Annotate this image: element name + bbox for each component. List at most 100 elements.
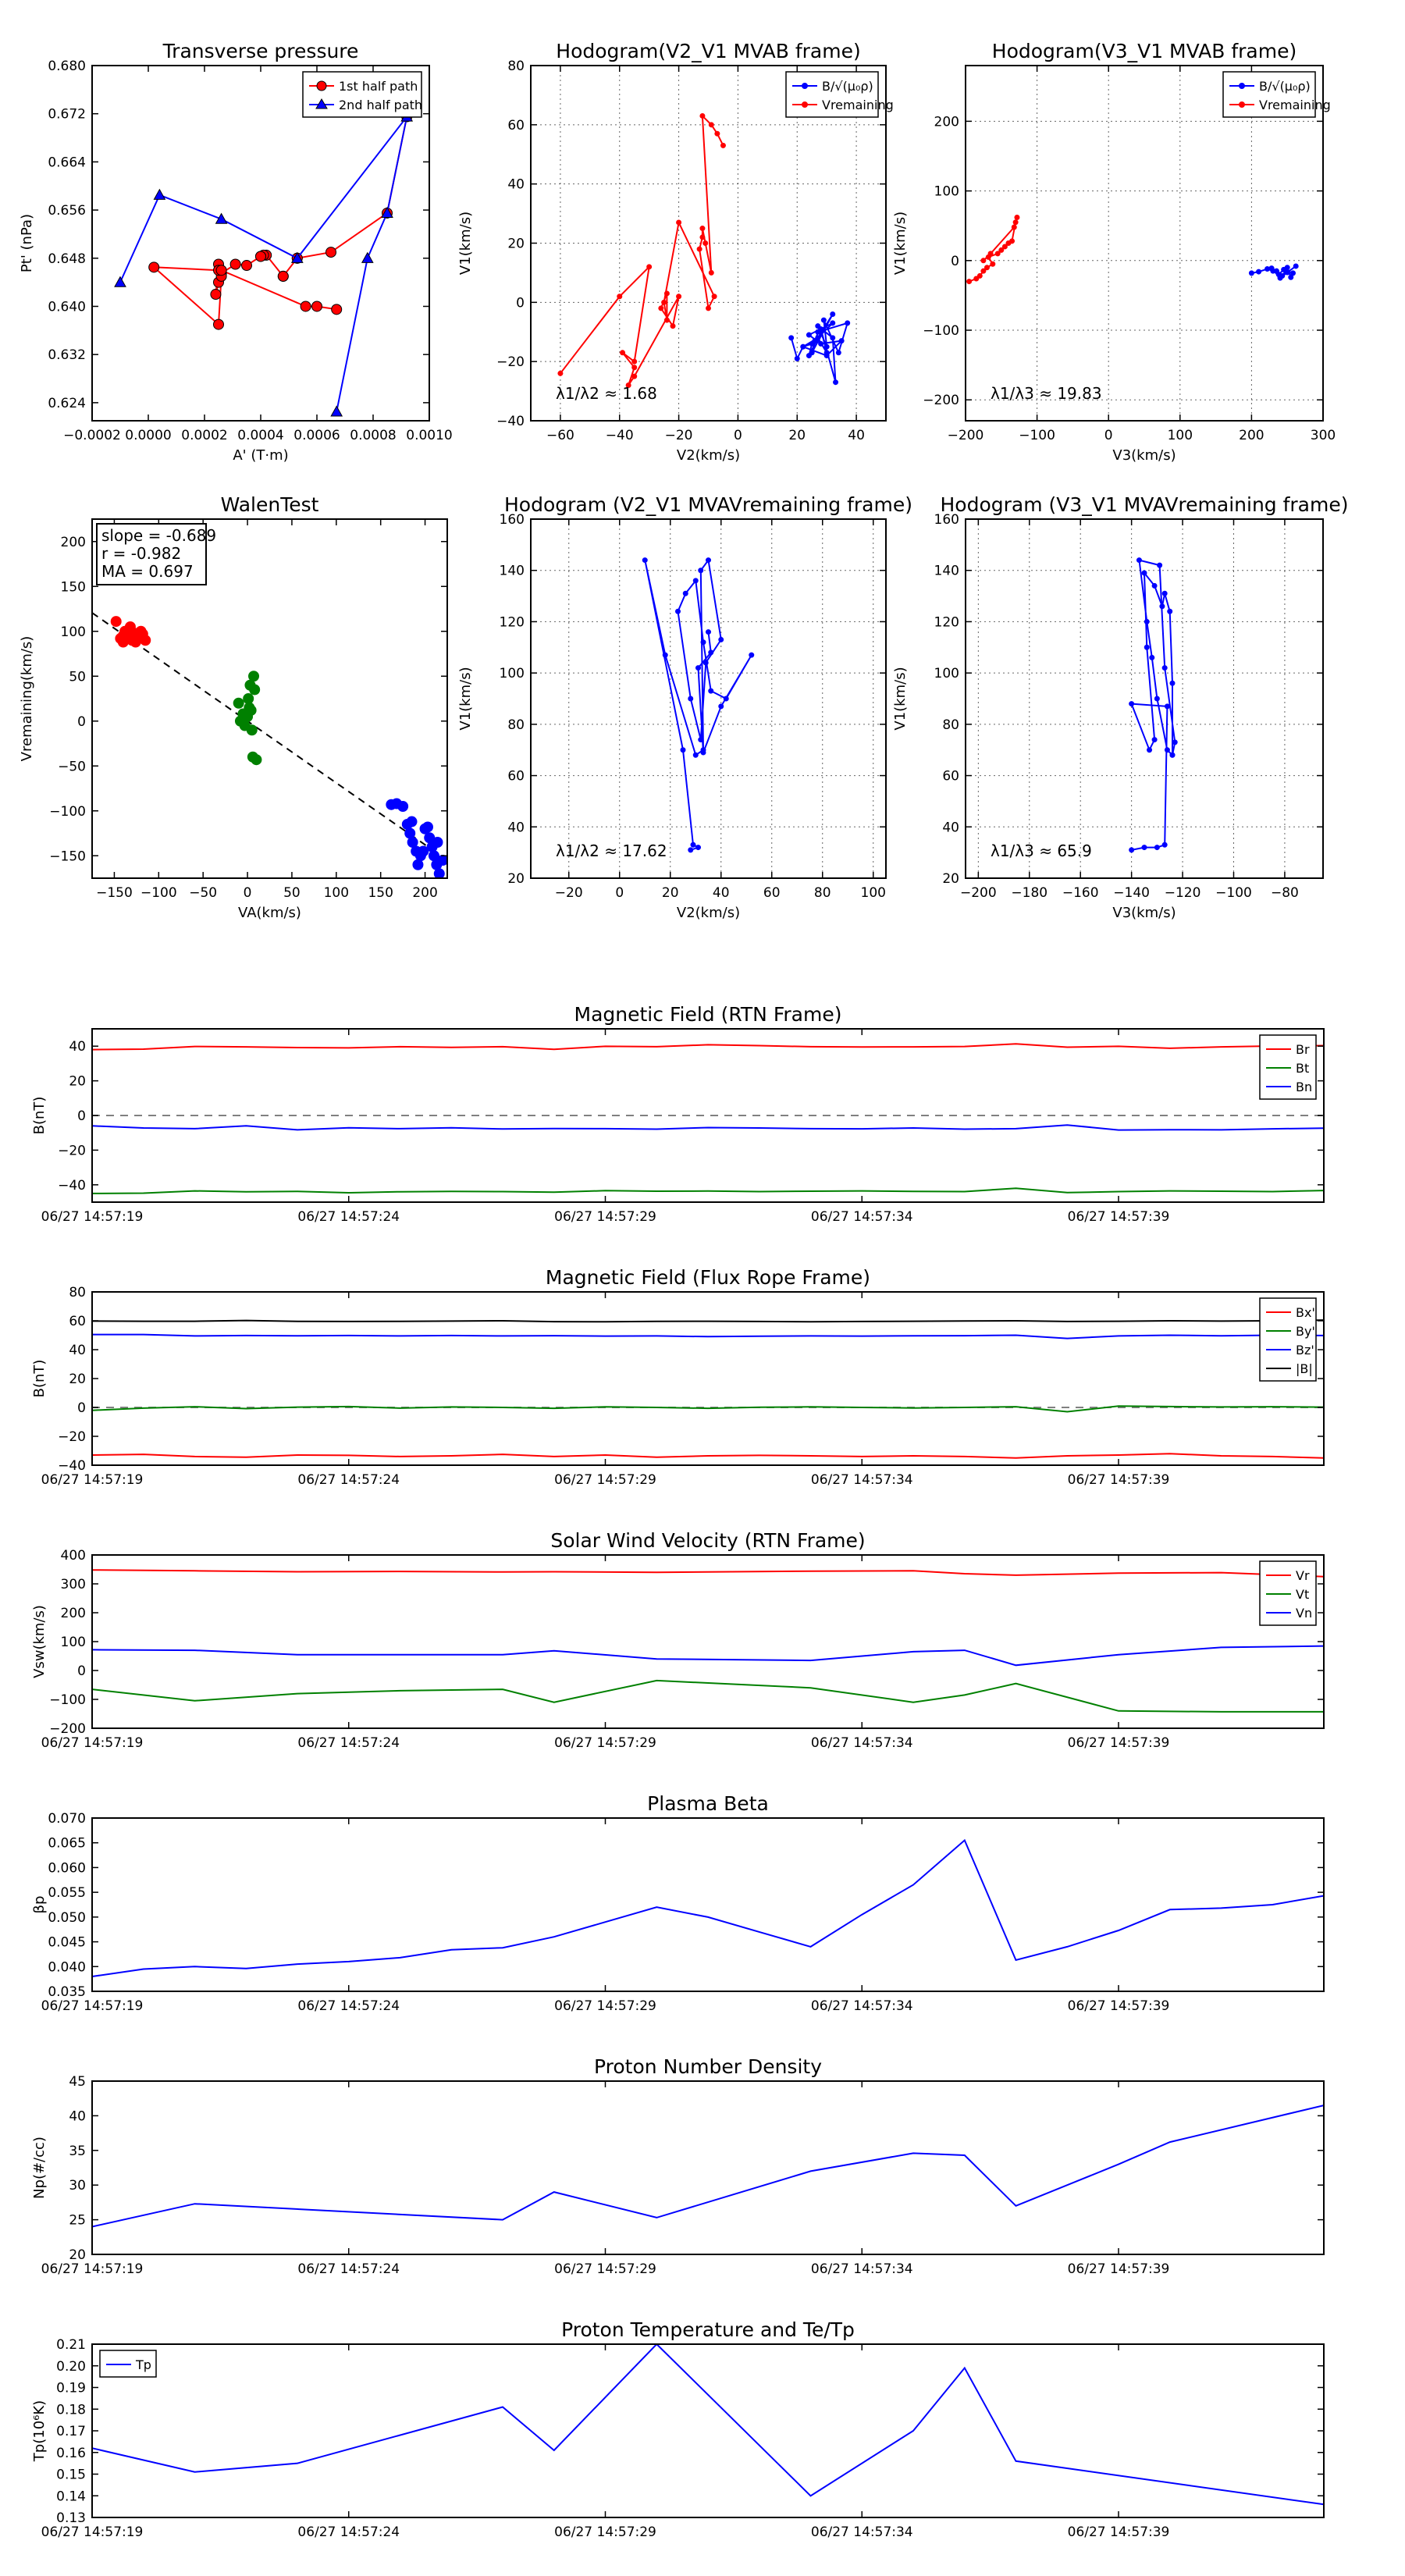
legend-label: Bt [1296, 1061, 1309, 1076]
data-point [749, 652, 755, 658]
legend-label: Vt [1296, 1587, 1309, 1602]
x-tick-label: −100 [1215, 885, 1252, 901]
eigen-ratio-annotation: λ1/λ3 ≈ 19.83 [991, 384, 1102, 403]
data-point [675, 608, 681, 614]
y-tick-label: 0.672 [48, 107, 86, 123]
x-tick-label: 200 [412, 885, 437, 901]
y-axis-label: Vremaining(km/s) [19, 636, 35, 762]
x-tick-label: −150 [96, 885, 133, 901]
chart-h4: −20 0 20 40 60 80 100 20 40 60 80 100 120 140 160Hodog… [457, 493, 912, 921]
data-point [241, 260, 252, 272]
y-tick-label: 0.632 [48, 347, 86, 363]
data-point [1129, 701, 1135, 707]
x-tick-label: 06/27 14:57:39 [1068, 1472, 1170, 1488]
axes-frame [91, 2080, 1325, 2255]
x-tick-label: −50 [189, 885, 217, 901]
axes-frame [91, 1817, 1325, 1992]
data-point [229, 258, 241, 270]
data-point [422, 821, 433, 833]
eigen-ratio-annotation: λ1/λ2 ≈ 1.68 [556, 384, 657, 403]
x-tick-label: −120 [1165, 885, 1201, 901]
x-tick-label: 300 [1311, 428, 1336, 443]
x-tick-label: −200 [960, 885, 997, 901]
y-tick-label: −20 [58, 1429, 86, 1445]
x-tick-label: 06/27 14:57:39 [1068, 2524, 1170, 2540]
y-tick-label: 60 [69, 1314, 86, 1329]
data-point [617, 294, 623, 300]
x-tick-label: 06/27 14:57:19 [41, 1472, 144, 1488]
y-tick-label: 0.065 [48, 1836, 86, 1852]
series-line-2ndhalfpath [119, 116, 408, 412]
series-line-by [92, 1405, 1324, 1413]
data-point [820, 317, 827, 323]
y-tick-label: 0.648 [48, 251, 86, 267]
x-tick-label: 06/27 14:57:39 [1068, 1209, 1170, 1225]
chart-title: Hodogram(V3_V1 MVAB frame) [992, 40, 1297, 62]
data-point [670, 323, 676, 329]
data-point [406, 816, 418, 827]
data-point [698, 737, 704, 743]
x-tick-label: −180 [1011, 885, 1048, 901]
x-tick-label: 06/27 14:57:29 [554, 2261, 656, 2277]
y-tick-label: 20 [69, 1074, 86, 1090]
data-point [1161, 841, 1168, 848]
legend-marker [1239, 83, 1245, 89]
data-point [1172, 739, 1178, 745]
chart-mag_fr: 06/27 14:57:19 06/27 14:57:24 06/27 14:57:… [31, 1266, 1325, 1488]
y-axis-label: V1(km/s) [892, 667, 909, 730]
y-tick-label: 100 [934, 666, 959, 681]
x-tick-label: −80 [1271, 885, 1299, 901]
legend-box [302, 71, 422, 118]
y-axis-label: V1(km/s) [892, 212, 909, 275]
y-tick-label: 0 [951, 254, 959, 269]
chart-title: Proton Temperature and Te/Tp [561, 2318, 855, 2341]
data-point [1288, 274, 1294, 280]
x-tick-label: 06/27 14:57:34 [811, 1472, 913, 1488]
y-tick-label: 0.050 [48, 1910, 86, 1926]
data-point [699, 112, 706, 119]
data-point [823, 353, 830, 359]
x-tick-label: 06/27 14:57:19 [41, 2261, 144, 2277]
data-point [966, 279, 973, 285]
x-axis-label: A' (T·m) [233, 447, 288, 464]
x-tick-label: 80 [814, 885, 831, 901]
data-point [1157, 562, 1163, 568]
y-tick-label: −40 [58, 1178, 86, 1194]
series-group [92, 1319, 1324, 1459]
data-point [1001, 244, 1008, 250]
series-group [114, 110, 414, 417]
plot-area [92, 2344, 1324, 2517]
y-tick-label: 160 [500, 512, 525, 528]
data-point [1161, 590, 1168, 596]
data-point [1264, 266, 1271, 272]
data-point [695, 665, 701, 671]
legend-box [785, 71, 879, 118]
data-point [663, 290, 670, 297]
data-point [812, 338, 818, 344]
legend-label: Br [1296, 1042, 1310, 1057]
y-tick-label: 400 [61, 1548, 86, 1564]
y-tick-label: 40 [507, 820, 525, 835]
data-point [976, 272, 983, 279]
data-point [688, 696, 694, 702]
data-point [381, 206, 393, 219]
data-point [245, 704, 257, 716]
chart-title: Plasma Beta [647, 1792, 769, 1815]
legend-label: 1st half path [339, 79, 418, 94]
legend-label: Bz' [1296, 1343, 1314, 1357]
y-axis-label: Tp(10⁶K) [31, 2400, 48, 2462]
x-tick-label: 06/27 14:57:24 [297, 1209, 400, 1225]
y-tick-label: 0 [516, 295, 525, 311]
data-point [830, 335, 836, 341]
legend: Bx' By' Bz' |B| [1259, 1297, 1317, 1382]
y-tick-label: 0.13 [56, 2510, 86, 2526]
x-tick-label: −200 [948, 428, 984, 443]
x-tick-label: 06/27 14:57:19 [41, 1209, 144, 1225]
series-group [92, 1043, 1324, 1194]
data-point [646, 264, 653, 270]
x-tick-label: 0.0010 [406, 428, 452, 443]
y-tick-label: 100 [61, 1635, 86, 1650]
data-point [980, 268, 987, 274]
data-point [325, 247, 336, 258]
data-point [1144, 618, 1150, 624]
